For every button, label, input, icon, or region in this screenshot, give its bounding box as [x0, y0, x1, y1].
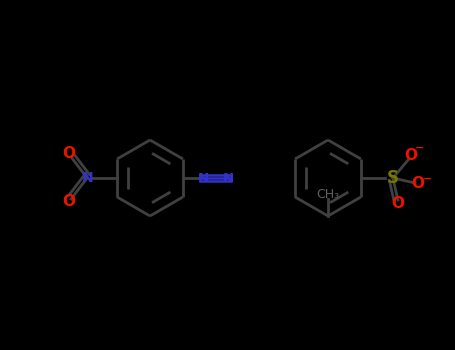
Text: N: N [222, 172, 233, 184]
Text: O: O [411, 175, 425, 190]
Text: O: O [391, 196, 404, 211]
Text: S: S [387, 169, 399, 187]
Text: N: N [81, 171, 93, 185]
Text: O: O [63, 147, 76, 161]
Text: −: − [423, 174, 433, 184]
Text: O: O [63, 195, 76, 210]
Text: N: N [197, 172, 208, 184]
Text: CH₃: CH₃ [316, 188, 339, 201]
Text: O: O [404, 148, 417, 163]
Text: −: − [415, 143, 425, 153]
